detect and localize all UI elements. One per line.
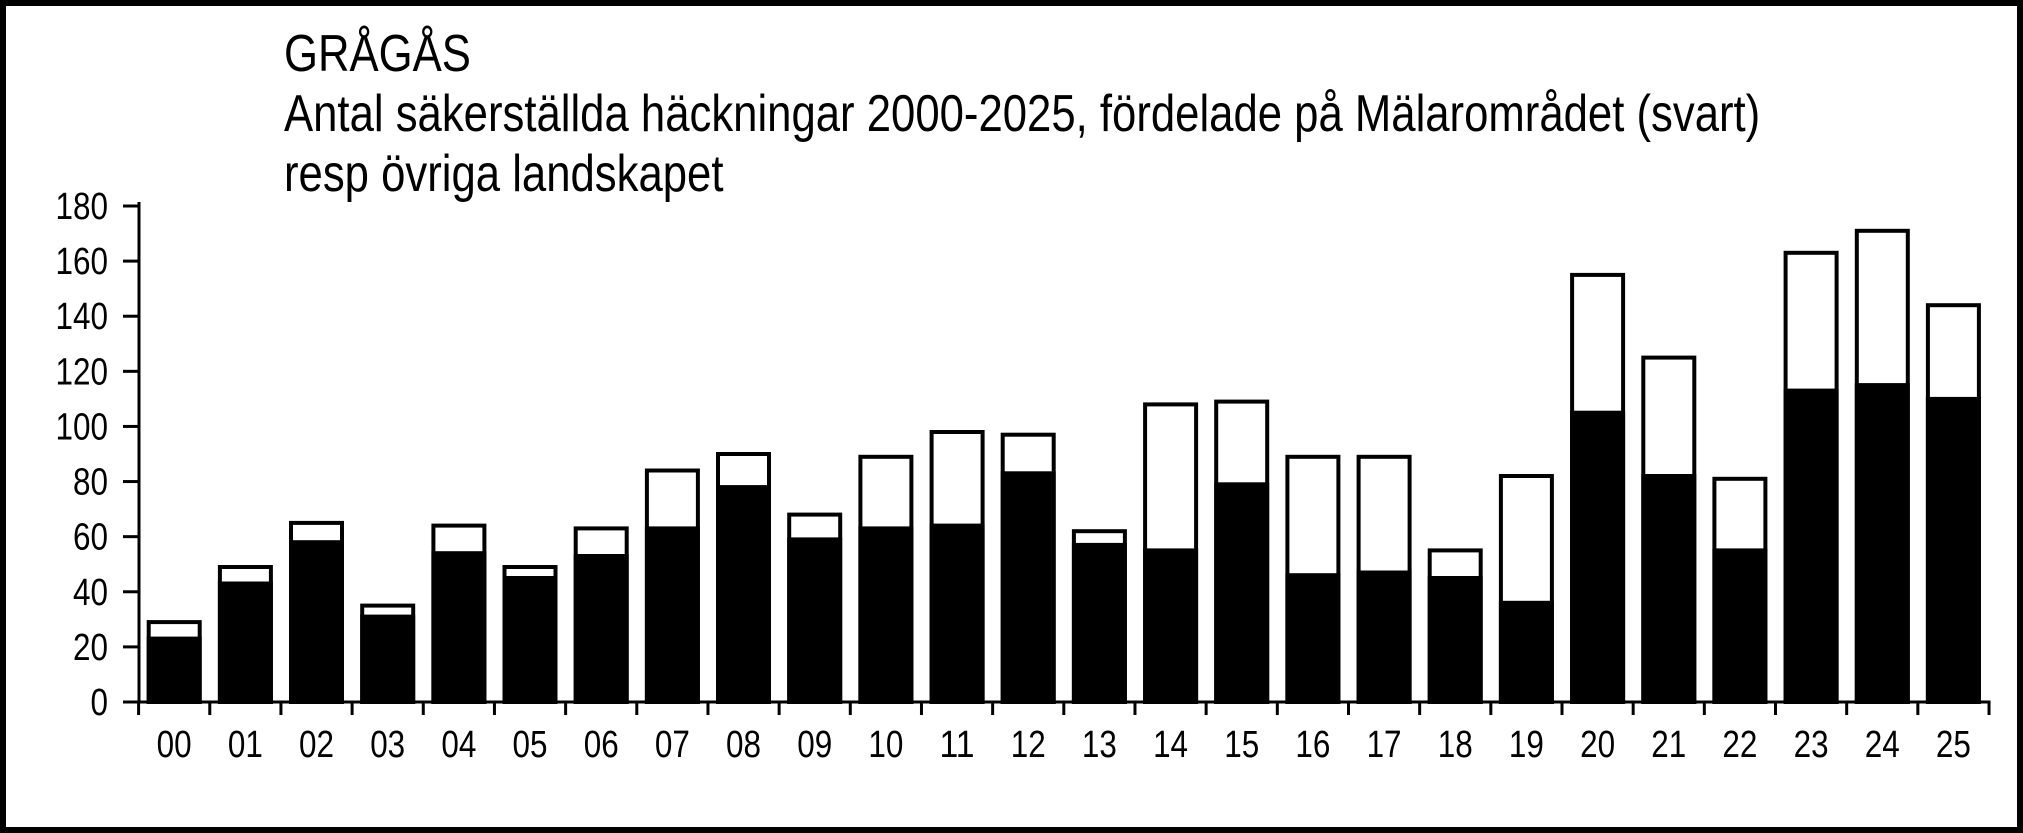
chart-title-line1: GRÅGÅS: [284, 25, 471, 83]
x-tick-label: 14: [1153, 724, 1188, 766]
x-tick-label: 23: [1794, 724, 1829, 766]
chart-title: GRÅGÅS Antal säkerställda häckningar 200…: [284, 24, 1760, 204]
bar-malaromradet-03: [360, 614, 416, 704]
x-tick-label: 16: [1295, 724, 1330, 766]
y-tick-label: 60: [73, 517, 108, 559]
bar-malaromradet-20: [1570, 410, 1626, 704]
x-tick-label: 04: [441, 724, 476, 766]
x-tick-label: 08: [726, 724, 761, 766]
bar-malaromradet-04: [431, 551, 487, 705]
y-tick-label: 80: [73, 462, 108, 504]
bar-malaromradet-14: [1143, 548, 1199, 705]
x-tick-label: 05: [513, 724, 548, 766]
x-tick-label: 13: [1082, 724, 1117, 766]
bar-malaromradet-22: [1712, 548, 1768, 705]
chart-title-line2: Antal säkerställda häckningar 2000-2025,…: [284, 85, 1761, 143]
x-tick-label: 24: [1865, 724, 1900, 766]
bar-malaromradet-09: [787, 537, 843, 705]
bar-malaromradet-11: [929, 523, 985, 704]
x-tick-label: 06: [584, 724, 619, 766]
bar-malaromradet-07: [644, 526, 700, 705]
bar-malaromradet-16: [1285, 573, 1341, 705]
x-tick-label: 20: [1580, 724, 1615, 766]
bar-malaromradet-24: [1854, 383, 1910, 704]
bar-malaromradet-17: [1356, 570, 1412, 704]
x-tick-label: 22: [1722, 724, 1757, 766]
chart-title-line3: resp övriga landskapet: [284, 145, 724, 203]
bar-malaromradet-08: [716, 485, 771, 704]
x-tick-label: 07: [655, 724, 690, 766]
bar-malaromradet-13: [1071, 542, 1127, 705]
bar-malaromradet-02: [289, 540, 344, 705]
x-tick-label: 09: [797, 724, 832, 766]
y-tick-label: 0: [91, 682, 109, 724]
y-tick-label: 140: [56, 296, 109, 338]
bar-malaromradet-25: [1925, 396, 1981, 704]
x-tick-label: 02: [299, 724, 334, 766]
x-tick-label: 15: [1224, 724, 1259, 766]
y-tick-label: 100: [56, 406, 109, 448]
y-tick-label: 20: [73, 627, 108, 669]
x-tick-label: 03: [370, 724, 405, 766]
x-tick-label: 12: [1011, 724, 1046, 766]
bar-malaromradet-01: [217, 581, 273, 704]
bar-malaromradet-18: [1427, 576, 1483, 704]
bar-malaromradet-23: [1783, 388, 1839, 704]
x-tick-label: 25: [1936, 724, 1971, 766]
bar-malaromradet-15: [1214, 482, 1270, 704]
bar-malaromradet-19: [1498, 600, 1554, 704]
x-tick-label: 11: [940, 724, 975, 766]
x-tick-label: 01: [228, 724, 263, 766]
x-tick-label: 17: [1367, 724, 1402, 766]
y-tick-label: 160: [56, 241, 109, 283]
bar-malaromradet-06: [573, 554, 629, 704]
bar-malaromradet-12: [1000, 471, 1056, 704]
x-tick-label: 21: [1651, 724, 1686, 766]
y-tick-label: 120: [56, 351, 109, 393]
x-tick-label: 00: [157, 724, 192, 766]
bar-malaromradet-10: [858, 526, 914, 705]
x-tick-label: 19: [1509, 724, 1544, 766]
x-tick-label: 18: [1438, 724, 1473, 766]
bar-malaromradet-05: [502, 576, 558, 704]
y-tick-label: 40: [73, 572, 108, 614]
x-tick-label: 10: [868, 724, 903, 766]
bar-malaromradet-00: [146, 636, 202, 704]
bar-malaromradet-21: [1641, 474, 1697, 704]
y-tick-label: 180: [56, 186, 109, 228]
